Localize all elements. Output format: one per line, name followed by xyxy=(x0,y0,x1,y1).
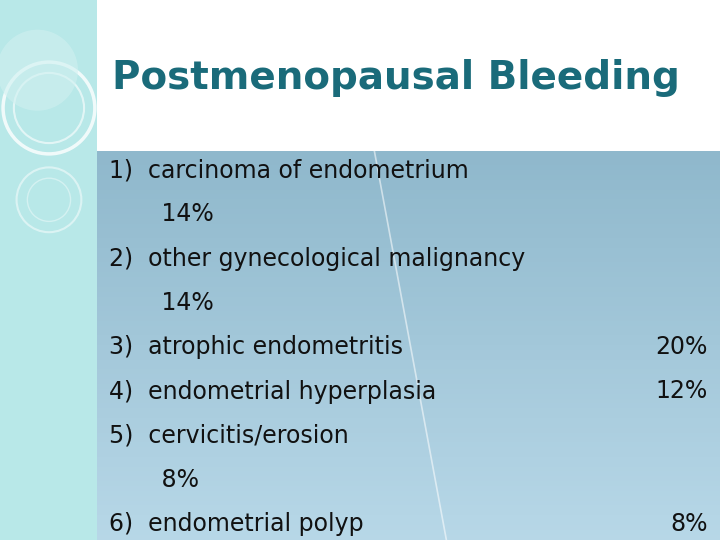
Bar xyxy=(97,413,720,418)
Bar xyxy=(97,170,720,176)
Text: 6)  endometrial polyp: 6) endometrial polyp xyxy=(109,512,364,536)
Bar xyxy=(97,486,720,491)
Bar xyxy=(97,243,720,248)
Bar xyxy=(97,306,720,312)
Bar xyxy=(97,185,720,190)
Bar xyxy=(97,452,720,457)
Bar xyxy=(0,0,97,540)
Text: 2)  other gynecological malignancy: 2) other gynecological malignancy xyxy=(109,247,526,271)
Bar xyxy=(97,433,720,438)
Bar xyxy=(97,379,720,384)
Bar xyxy=(97,316,720,321)
Bar xyxy=(97,272,720,278)
Bar xyxy=(97,311,720,316)
Bar xyxy=(97,515,720,521)
Bar xyxy=(97,228,720,234)
Bar xyxy=(97,151,720,156)
Bar xyxy=(97,321,720,326)
Bar xyxy=(97,369,720,375)
Bar xyxy=(97,505,720,511)
Bar xyxy=(97,501,720,506)
Bar xyxy=(97,423,720,428)
Bar xyxy=(97,238,720,244)
Bar xyxy=(97,345,720,350)
Bar xyxy=(97,403,720,409)
Text: 8%: 8% xyxy=(109,468,199,492)
Text: 14%: 14% xyxy=(109,202,214,226)
Bar xyxy=(97,374,720,380)
Bar xyxy=(97,258,720,263)
Bar xyxy=(97,194,720,200)
Bar xyxy=(97,301,720,307)
Bar xyxy=(97,496,720,501)
Text: 3)  atrophic endometritis: 3) atrophic endometritis xyxy=(109,335,403,359)
Bar xyxy=(97,457,720,462)
Bar xyxy=(97,340,720,346)
Bar xyxy=(97,535,720,540)
Bar xyxy=(97,462,720,467)
Bar xyxy=(97,442,720,448)
Bar xyxy=(97,224,720,229)
Bar xyxy=(97,199,720,205)
Bar xyxy=(97,262,720,268)
Bar xyxy=(97,471,720,477)
Bar xyxy=(97,160,720,166)
Bar xyxy=(97,253,720,258)
Text: 5)  cervicitis/erosion: 5) cervicitis/erosion xyxy=(109,424,349,448)
Bar xyxy=(97,292,720,297)
Bar xyxy=(97,399,720,404)
Bar xyxy=(97,277,720,282)
Bar xyxy=(97,209,720,214)
Bar xyxy=(97,296,720,302)
Bar xyxy=(97,335,720,341)
Bar xyxy=(97,437,720,443)
Bar xyxy=(97,364,720,370)
Bar xyxy=(97,0,720,151)
Bar xyxy=(97,360,720,365)
Bar xyxy=(97,389,720,394)
Bar xyxy=(97,530,720,535)
Bar xyxy=(97,330,720,336)
Bar xyxy=(97,510,720,516)
Bar xyxy=(97,175,720,180)
Bar xyxy=(97,248,720,253)
Bar xyxy=(97,481,720,487)
Circle shape xyxy=(0,30,78,111)
Bar xyxy=(97,190,720,195)
Text: 20%: 20% xyxy=(656,335,708,359)
Text: 14%: 14% xyxy=(109,291,214,315)
Bar xyxy=(97,267,720,273)
Bar xyxy=(97,214,720,219)
Bar xyxy=(97,476,720,482)
Bar xyxy=(97,180,720,185)
Bar xyxy=(97,287,720,292)
Bar xyxy=(97,447,720,453)
Bar xyxy=(97,467,720,472)
Text: 1)  carcinoma of endometrium: 1) carcinoma of endometrium xyxy=(109,158,469,182)
Text: 12%: 12% xyxy=(656,380,708,403)
Bar xyxy=(97,418,720,423)
Bar xyxy=(97,165,720,171)
Bar xyxy=(97,428,720,433)
Bar xyxy=(97,233,720,239)
Text: 8%: 8% xyxy=(670,512,708,536)
Bar xyxy=(97,491,720,496)
Bar xyxy=(97,394,720,399)
Bar xyxy=(97,520,720,525)
Bar xyxy=(97,355,720,360)
Bar xyxy=(97,326,720,331)
Text: Postmenopausal Bleeding: Postmenopausal Bleeding xyxy=(112,59,680,97)
Bar xyxy=(97,350,720,355)
Bar xyxy=(97,525,720,530)
Bar xyxy=(97,156,720,161)
Bar xyxy=(97,219,720,224)
Bar xyxy=(97,282,720,287)
Bar xyxy=(97,384,720,389)
Bar xyxy=(97,204,720,210)
Text: 4)  endometrial hyperplasia: 4) endometrial hyperplasia xyxy=(109,380,436,403)
Bar xyxy=(97,408,720,414)
